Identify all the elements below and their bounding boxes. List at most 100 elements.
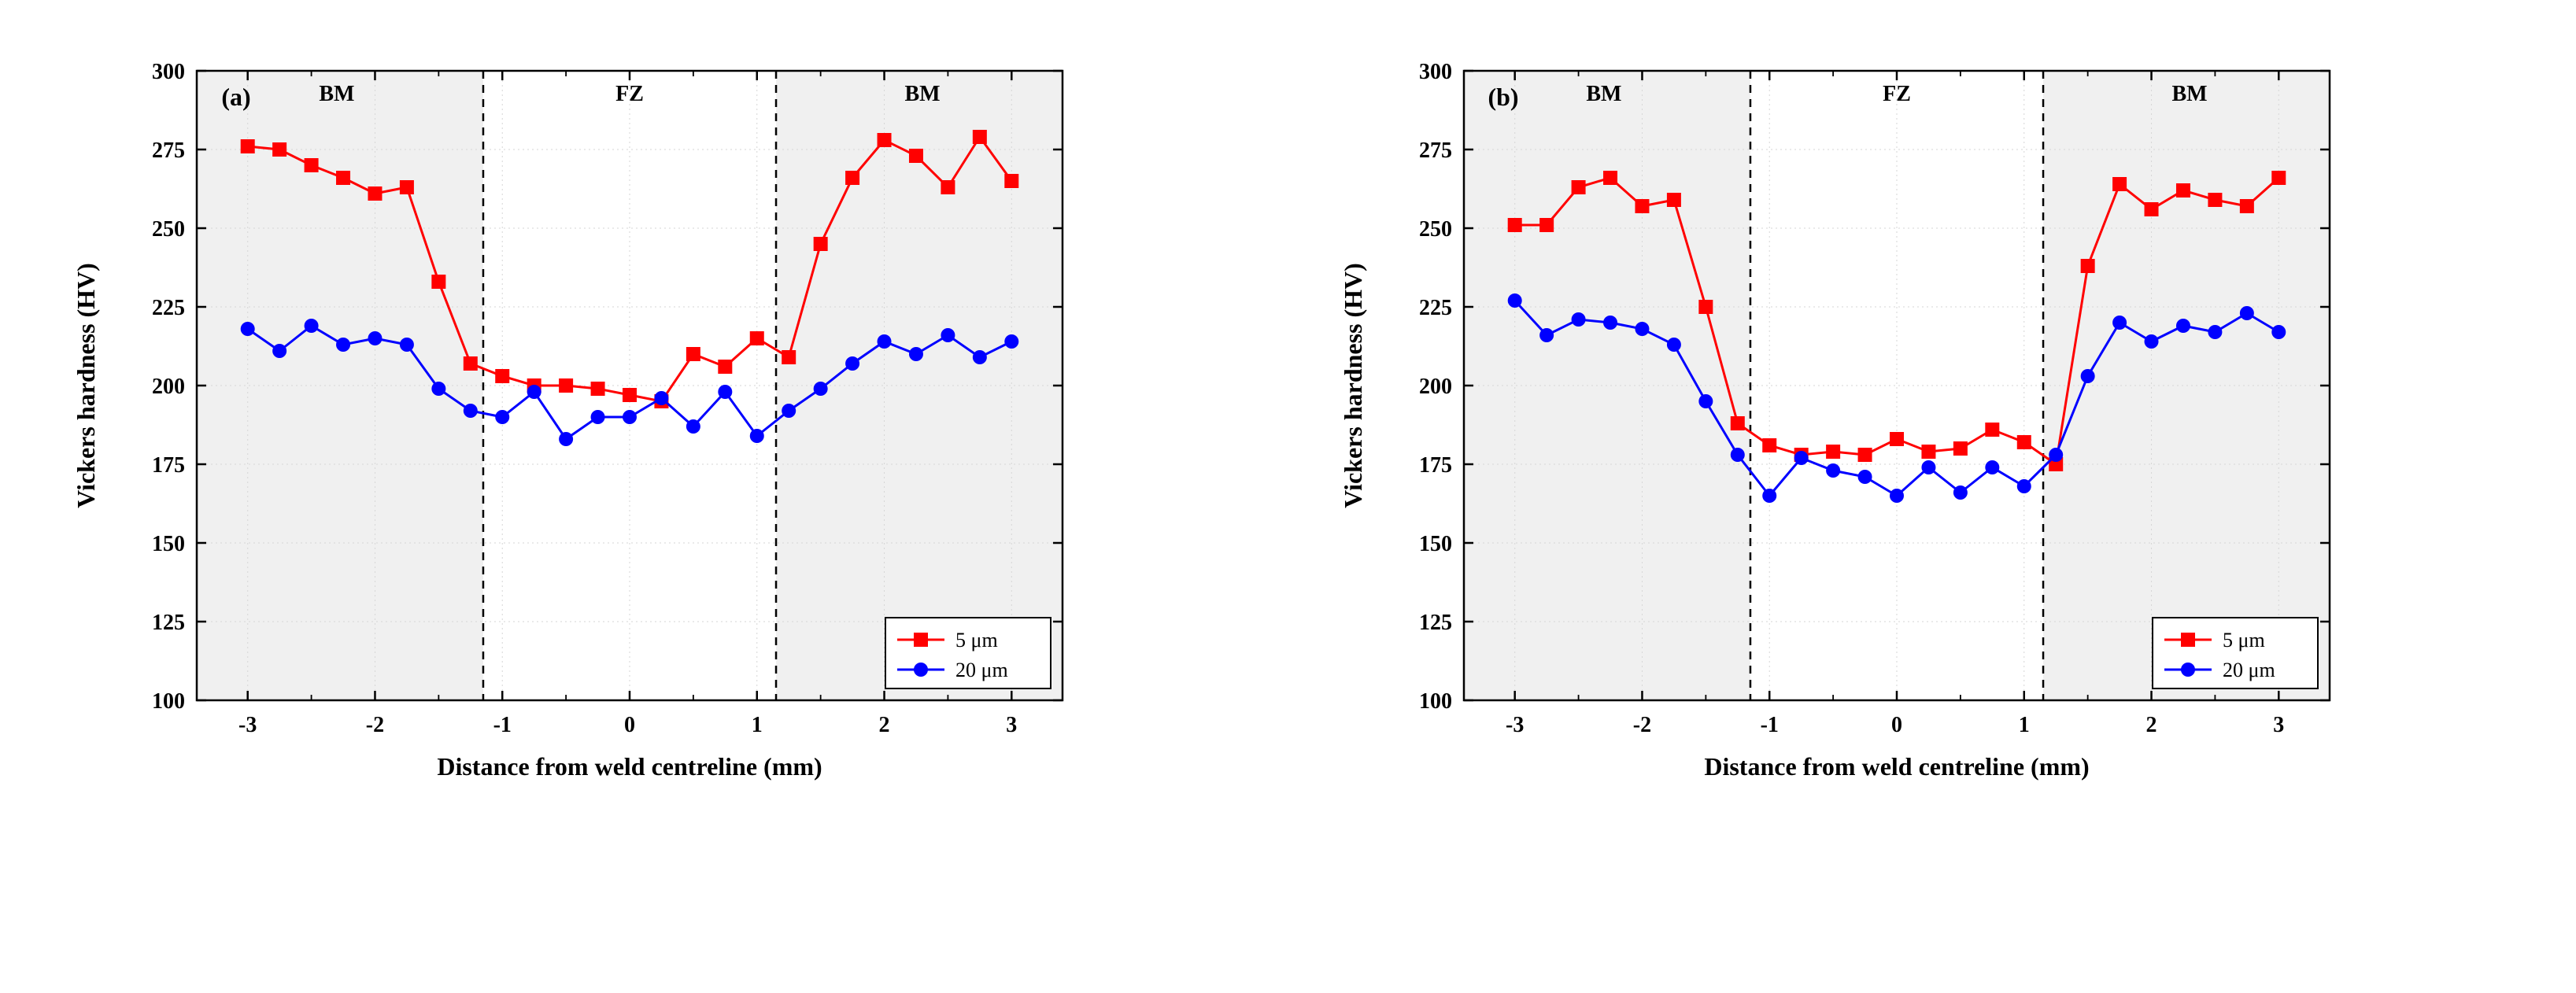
series-marker: [909, 347, 923, 361]
series-marker: [1635, 322, 1649, 336]
x-tick-label: 3: [1006, 713, 1017, 737]
y-axis-label: Vickers hardness (HV): [1339, 263, 1367, 508]
series-marker: [591, 382, 605, 396]
series-marker: [2081, 259, 2095, 273]
series-marker: [686, 419, 700, 434]
series-marker: [1953, 485, 1968, 500]
series-marker: [591, 410, 605, 424]
series-marker: [782, 404, 796, 418]
series-marker: [878, 334, 892, 349]
hardness-chart-a: -3-2-10123100125150175200225250275300Dis…: [24, 24, 1244, 968]
region-label: FZ: [615, 82, 644, 106]
x-tick-label: -1: [1761, 713, 1779, 737]
series-marker: [241, 322, 255, 336]
series-marker: [1667, 338, 1681, 352]
series-marker: [305, 319, 319, 333]
series-marker: [2145, 334, 2159, 349]
series-marker: [1826, 445, 1840, 459]
series-marker: [1508, 218, 1522, 232]
subplot-label: (a): [221, 83, 250, 111]
legend-label: 5 μm: [2223, 629, 2265, 652]
series-marker: [2145, 202, 2159, 216]
series-marker: [272, 142, 286, 157]
series-marker: [718, 385, 732, 399]
series-marker: [1890, 432, 1904, 446]
series-marker: [1762, 489, 1776, 503]
series-marker: [2049, 448, 2063, 462]
series-marker: [464, 356, 478, 371]
series-marker: [623, 410, 637, 424]
y-tick-label: 200: [152, 375, 185, 399]
legend-label: 20 μm: [955, 659, 1008, 681]
series-marker: [2240, 306, 2254, 320]
series-marker: [718, 360, 732, 374]
x-axis-label: Distance from weld centreline (mm): [1704, 752, 2089, 781]
y-tick-label: 300: [1419, 60, 1452, 84]
series-marker: [2017, 479, 2031, 493]
x-tick-label: -2: [1633, 713, 1651, 737]
region-label: BM: [319, 82, 354, 106]
y-tick-label: 125: [1419, 611, 1452, 635]
x-tick-label: 2: [2146, 713, 2157, 737]
series-marker: [2112, 177, 2127, 191]
y-tick-label: 150: [1419, 532, 1452, 556]
series-marker: [1731, 416, 1745, 430]
y-tick-label: 275: [152, 138, 185, 163]
series-marker: [1603, 316, 1617, 330]
series-marker: [2176, 319, 2190, 333]
series-marker: [2271, 171, 2286, 185]
series-marker: [368, 331, 382, 345]
series-marker: [782, 350, 796, 364]
series-marker: [1698, 394, 1713, 408]
y-tick-label: 150: [152, 532, 185, 556]
series-marker: [431, 382, 445, 396]
series-marker: [845, 171, 859, 185]
region-label: FZ: [1883, 82, 1911, 106]
panel-a: -3-2-10123100125150175200225250275300Dis…: [24, 24, 1244, 968]
series-marker: [368, 186, 382, 201]
series-marker: [1890, 489, 1904, 503]
series-marker: [464, 404, 478, 418]
series-marker: [1921, 445, 1935, 459]
x-tick-label: -3: [238, 713, 257, 737]
hardness-chart-b: -3-2-10123100125150175200225250275300Dis…: [1291, 24, 2511, 968]
y-tick-label: 100: [1419, 689, 1452, 714]
series-marker: [2176, 183, 2190, 197]
series-marker: [1004, 174, 1018, 188]
x-tick-label: 3: [2273, 713, 2284, 737]
series-marker: [400, 338, 414, 352]
series-marker: [941, 328, 955, 342]
series-marker: [1004, 334, 1018, 349]
series-marker: [1508, 293, 1522, 308]
series-marker: [941, 180, 955, 194]
series-marker: [241, 139, 255, 153]
series-marker: [2208, 325, 2222, 339]
series-marker: [2240, 199, 2254, 213]
series-marker: [1731, 448, 1745, 462]
region-label: BM: [1586, 82, 1621, 106]
y-tick-label: 200: [1419, 375, 1452, 399]
legend-label: 5 μm: [955, 629, 998, 652]
series-marker: [623, 388, 637, 402]
series-marker: [2208, 193, 2222, 207]
region-label: BM: [905, 82, 941, 106]
series-marker: [400, 180, 414, 194]
series-marker: [1539, 328, 1554, 342]
y-tick-label: 175: [152, 453, 185, 478]
series-marker: [2112, 316, 2127, 330]
series-marker: [1635, 199, 1649, 213]
series-marker: [272, 344, 286, 358]
x-tick-label: 0: [1891, 713, 1902, 737]
y-tick-label: 275: [1419, 138, 1452, 163]
x-tick-label: 1: [2019, 713, 2030, 737]
series-marker: [1572, 180, 1586, 194]
series-marker: [1794, 451, 1809, 465]
series-marker: [654, 391, 668, 405]
y-axis-label: Vickers hardness (HV): [72, 263, 100, 508]
series-marker: [1985, 460, 1999, 474]
series-marker: [1667, 193, 1681, 207]
y-tick-label: 125: [152, 611, 185, 635]
series-marker: [973, 350, 987, 364]
region-label: BM: [2172, 82, 2208, 106]
series-marker: [686, 347, 700, 361]
